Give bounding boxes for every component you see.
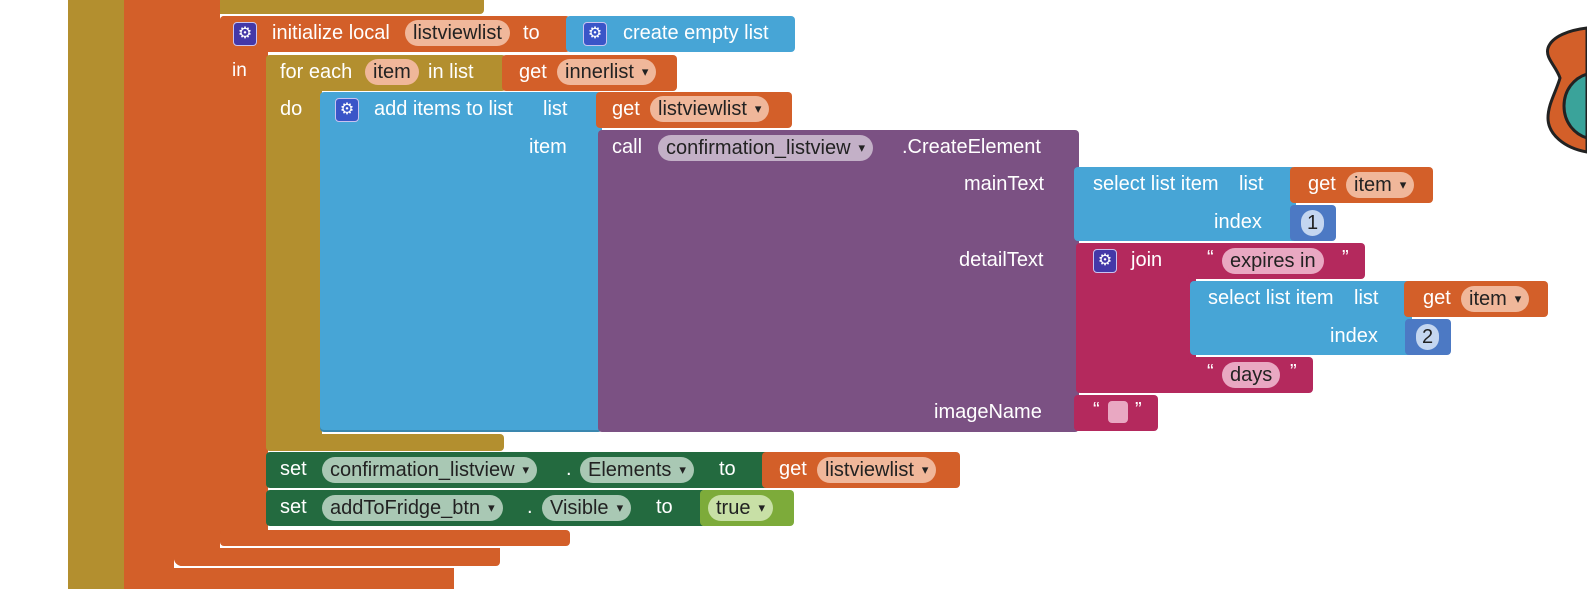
innerlist-dropdown[interactable]: innerlist bbox=[557, 59, 657, 85]
set-label: set bbox=[280, 458, 307, 480]
mutator-gear-icon[interactable]: ⚙ bbox=[583, 22, 607, 46]
join-label: join bbox=[1131, 249, 1163, 271]
index-socket-label: index bbox=[1214, 211, 1262, 233]
local-block-outer-bottom[interactable] bbox=[174, 548, 500, 566]
initialize-local-block[interactable] bbox=[220, 16, 570, 52]
local-variable-name-field[interactable]: listviewlist bbox=[405, 20, 510, 46]
list-socket-label: list bbox=[1354, 287, 1379, 309]
component-dropdown[interactable]: confirmation_listview bbox=[322, 457, 538, 483]
main-text-label: mainText bbox=[964, 173, 1045, 195]
create-empty-list-label: create empty list bbox=[623, 22, 769, 44]
mutator-gear-icon[interactable]: ⚙ bbox=[335, 98, 359, 122]
listviewlist-dropdown[interactable]: listviewlist bbox=[650, 96, 770, 122]
item-dropdown[interactable]: item bbox=[1346, 172, 1415, 198]
select-list-item-label: select list item bbox=[1093, 173, 1219, 195]
outer-procedure-block-bottom[interactable] bbox=[124, 568, 454, 589]
listviewlist-dropdown[interactable]: listviewlist bbox=[817, 457, 937, 483]
initialize-local-spine[interactable] bbox=[220, 16, 268, 546]
outer-event-block-spine[interactable] bbox=[68, 0, 124, 589]
get-label: get bbox=[1308, 173, 1336, 195]
for-each-label: for each bbox=[280, 61, 353, 83]
detail-text-label: detailText bbox=[959, 249, 1044, 271]
item-socket-label: item bbox=[529, 136, 567, 158]
property-dropdown[interactable]: Elements bbox=[580, 457, 694, 483]
list-socket-label: list bbox=[543, 98, 568, 120]
open-quote-label: “ bbox=[1207, 247, 1214, 269]
select-list-item-label: select list item bbox=[1208, 287, 1334, 309]
item-dropdown[interactable]: item bbox=[1461, 286, 1530, 312]
do-label: do bbox=[280, 98, 303, 120]
loop-variable-field[interactable]: item bbox=[365, 59, 419, 85]
to-label: to bbox=[719, 458, 736, 480]
set-label: set bbox=[280, 496, 307, 518]
add-items-label: add items to list bbox=[374, 98, 513, 120]
select-list-item-block[interactable] bbox=[1190, 281, 1412, 355]
boolean-dropdown[interactable]: true bbox=[708, 495, 773, 521]
mutator-gear-icon[interactable]: ⚙ bbox=[1093, 249, 1117, 273]
to-label: to bbox=[656, 496, 673, 518]
close-quote-label: ” bbox=[1342, 247, 1349, 269]
initialize-local-label: initialize local bbox=[272, 22, 390, 44]
get-label: get bbox=[779, 458, 807, 480]
local-block-outer-spine[interactable] bbox=[174, 0, 220, 566]
open-quote-label: “ bbox=[1093, 399, 1100, 421]
close-quote-label: ” bbox=[1290, 361, 1297, 383]
select-list-item-block[interactable] bbox=[1074, 167, 1296, 241]
initialize-local-bottom[interactable] bbox=[220, 530, 570, 546]
list-socket-label: list bbox=[1239, 173, 1264, 195]
for-each-spine[interactable] bbox=[266, 55, 322, 451]
outer-procedure-block-spine[interactable] bbox=[124, 0, 174, 589]
for-each-bottom[interactable] bbox=[266, 434, 504, 451]
empty-text-value-field[interactable] bbox=[1108, 401, 1128, 423]
component-dropdown[interactable]: addToFridge_btn bbox=[322, 495, 503, 521]
create-element-call-block[interactable] bbox=[598, 130, 1079, 432]
dot-label: . bbox=[566, 458, 572, 480]
get-label: get bbox=[519, 61, 547, 83]
above-block-edge[interactable] bbox=[220, 0, 484, 14]
open-quote-label: “ bbox=[1207, 361, 1214, 383]
text-value-field[interactable]: expires in bbox=[1222, 248, 1324, 274]
text-value-field[interactable]: days bbox=[1222, 362, 1281, 388]
property-dropdown[interactable]: Visible bbox=[542, 495, 632, 521]
get-label: get bbox=[1423, 287, 1451, 309]
index-socket-label: index bbox=[1330, 325, 1378, 347]
method-name-label: .CreateElement bbox=[902, 136, 1041, 158]
dot-label: . bbox=[527, 496, 533, 518]
in-label: in bbox=[232, 60, 247, 81]
index-number-field[interactable]: 2 bbox=[1416, 324, 1440, 350]
to-label: to bbox=[523, 22, 540, 44]
in-list-label: in list bbox=[428, 61, 474, 83]
index-number-field[interactable]: 1 bbox=[1301, 210, 1325, 236]
image-name-label: imageName bbox=[934, 401, 1042, 423]
close-quote-label: ” bbox=[1135, 399, 1142, 421]
get-label: get bbox=[612, 98, 640, 120]
add-items-to-list-block[interactable] bbox=[320, 92, 602, 432]
component-dropdown[interactable]: confirmation_listview bbox=[658, 135, 874, 161]
mutator-gear-icon[interactable]: ⚙ bbox=[233, 22, 257, 46]
call-label: call bbox=[612, 136, 643, 158]
